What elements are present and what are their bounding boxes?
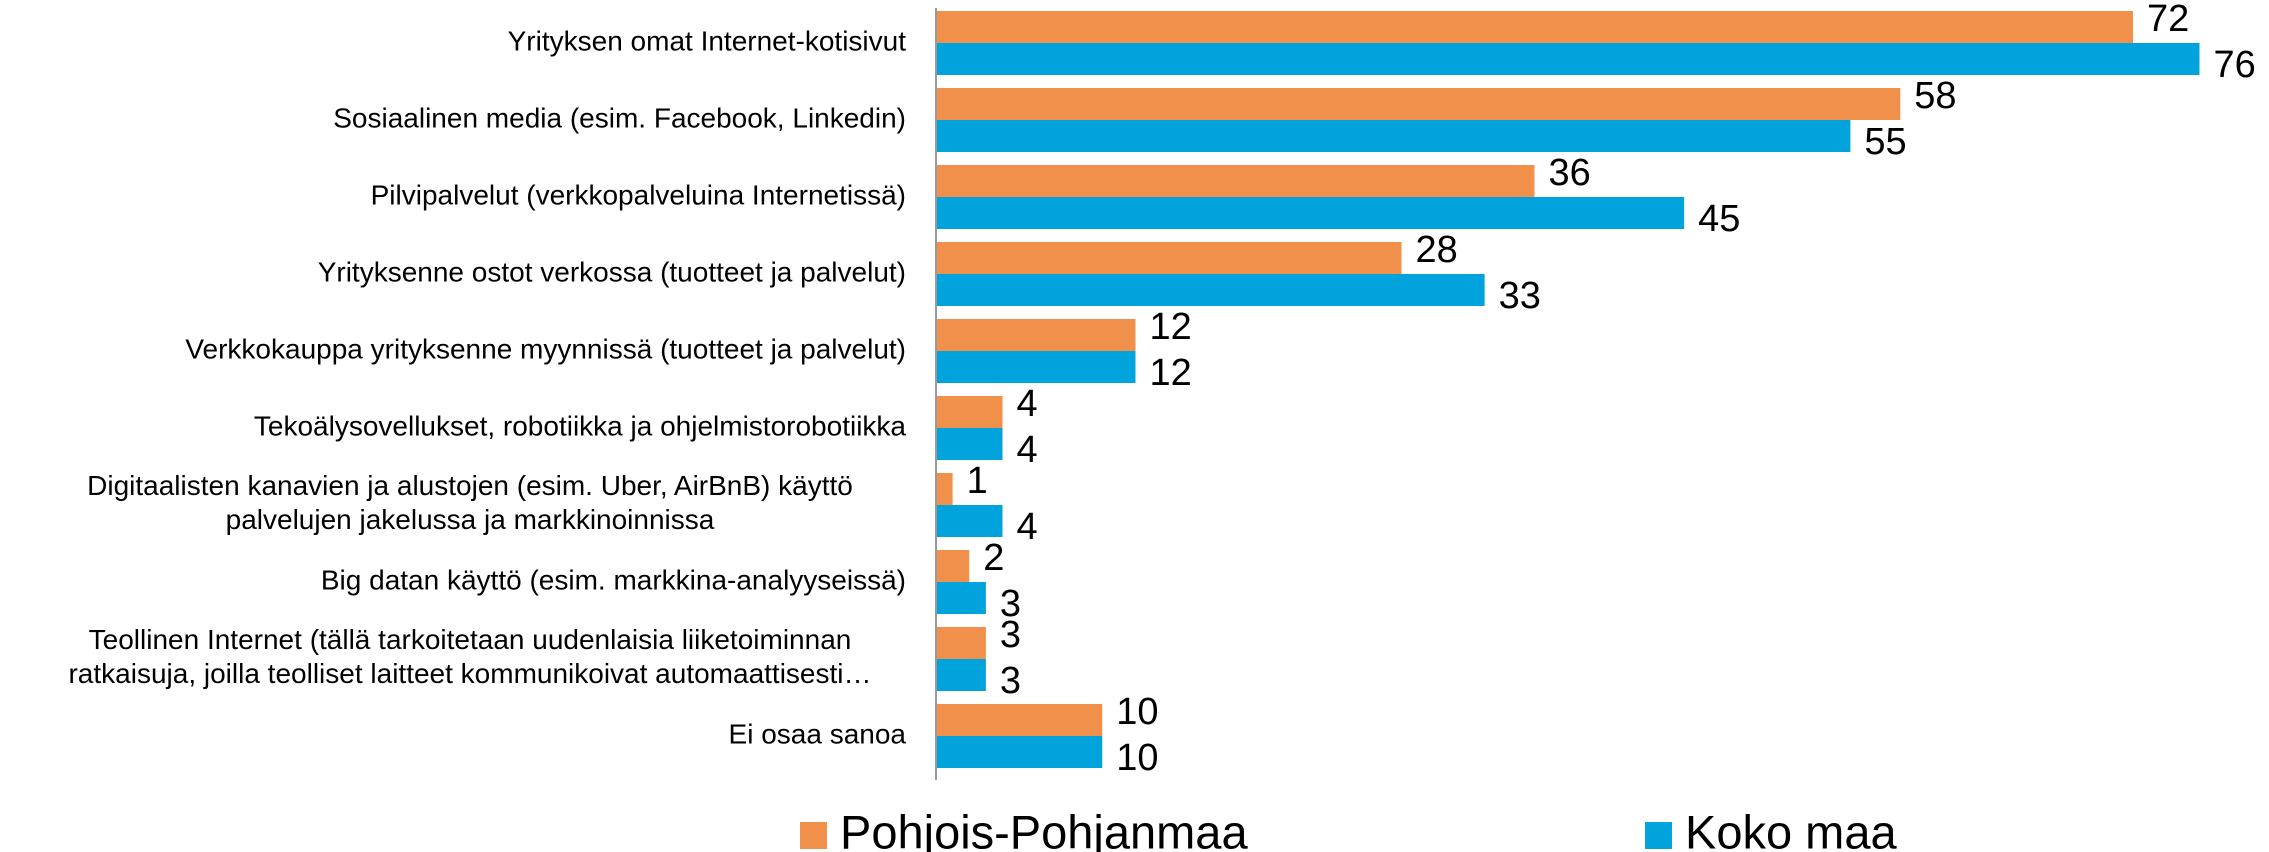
value-label: 76 <box>2214 44 2256 86</box>
bar <box>936 473 953 505</box>
legend-label: Pohjois-Pohjanmaa <box>840 805 1248 852</box>
bar <box>936 274 1485 306</box>
value-label: 3 <box>1000 583 1021 625</box>
value-label: 55 <box>1864 121 1906 163</box>
legend-swatch <box>1645 822 1672 849</box>
value-label: 58 <box>1914 75 1956 117</box>
value-label: 72 <box>2147 0 2189 40</box>
category-label: Sosiaalinen media (esim. Facebook, Linke… <box>333 102 906 133</box>
bar <box>936 550 970 582</box>
value-label: 3 <box>1000 660 1021 702</box>
category-label: Teollinen Internet (tällä tarkoitetaan u… <box>68 624 871 689</box>
bar <box>936 582 986 614</box>
value-label: 45 <box>1698 198 1740 240</box>
category-label: Yrityksen omat Internet-kotisivut <box>508 25 907 56</box>
value-label: 28 <box>1416 229 1458 271</box>
value-label: 10 <box>1116 691 1158 733</box>
category-label: Ei osaa sanoa <box>729 718 907 749</box>
bar <box>936 120 1851 152</box>
bar <box>936 627 986 659</box>
value-label: 4 <box>1017 429 1038 471</box>
bar <box>936 704 1103 736</box>
category-label: Tekoälysovellukset, robotiikka ja ohjelm… <box>254 410 907 441</box>
value-label: 12 <box>1150 352 1192 394</box>
bar <box>936 88 1901 120</box>
category-label: Verkkokauppa yrityksenne myynnissä (tuot… <box>185 333 906 364</box>
bar <box>936 319 1136 351</box>
value-label: 12 <box>1150 306 1192 348</box>
value-label: 33 <box>1499 275 1541 317</box>
value-label: 3 <box>1000 614 1021 656</box>
category-label: Big datan käyttö (esim. markkina-analyys… <box>321 564 906 595</box>
bar <box>936 197 1685 229</box>
category-label: Yrityksenne ostot verkossa (tuotteet ja … <box>318 256 906 287</box>
value-label: 10 <box>1116 737 1158 779</box>
category-label: Pilvipalvelut (verkkopalveluina Internet… <box>371 179 906 210</box>
value-label: 4 <box>1017 383 1038 425</box>
bar <box>936 11 2133 43</box>
bar <box>936 505 1003 537</box>
value-label: 1 <box>967 460 988 502</box>
value-label: 4 <box>1017 506 1038 548</box>
value-label: 2 <box>983 537 1004 579</box>
bar <box>936 351 1136 383</box>
category-label: Digitaalisten kanavien ja alustojen (esi… <box>87 470 853 535</box>
bar <box>936 165 1535 197</box>
bar <box>936 659 986 691</box>
bar <box>936 43 2200 75</box>
bar <box>936 396 1003 428</box>
bar <box>936 736 1103 768</box>
legend-label: Koko maa <box>1685 805 1897 852</box>
value-label: 36 <box>1549 152 1591 194</box>
legend-swatch <box>800 822 827 849</box>
bar <box>936 428 1003 460</box>
bar <box>936 242 1402 274</box>
